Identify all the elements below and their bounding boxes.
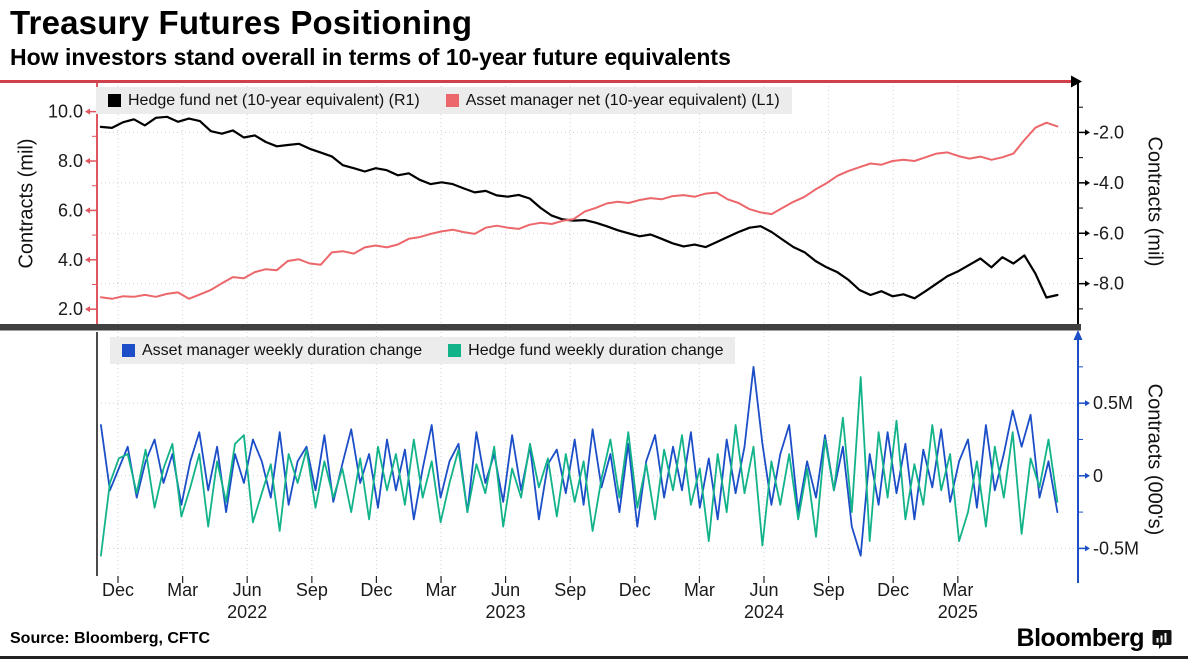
x-axis-month-label: Mar — [167, 580, 199, 600]
axis-tick-label: -4.0 — [1093, 173, 1124, 193]
series-asset-manager-net-10-year-equivalent- — [99, 121, 1059, 300]
legend-label: Asset manager net (10-year equivalent) (… — [465, 91, 780, 109]
x-axis-month-label: Mar — [683, 580, 715, 600]
x-axis-month-label: Jun — [232, 580, 262, 600]
axis-tick-arrow-icon — [1085, 129, 1090, 136]
x-axis-year-label: 2022 — [227, 602, 268, 622]
axis-tick-arrow-icon — [1085, 280, 1090, 287]
page-title: Treasury Futures Positioning — [10, 4, 473, 41]
legend-label: Asset manager weekly duration change — [142, 341, 423, 359]
right-axis-title-bottom: Contracts (000's) — [1143, 383, 1166, 536]
asset-manager-weekly-swatch-icon — [122, 344, 135, 357]
axis-tick-label: 8.0 — [58, 151, 83, 171]
axis-tick-label: 4.0 — [58, 250, 83, 270]
bottom-axis-arrow-icon — [1073, 330, 1083, 340]
x-axis-month-label: Mar — [942, 580, 974, 600]
axis-tick-label: -8.0 — [1093, 274, 1124, 294]
legend-item-hedge-fund-weekly[interactable]: Hedge fund weekly duration change — [448, 342, 723, 360]
hedge-fund-net-swatch-icon — [108, 94, 121, 107]
axis-tick-arrow-icon — [85, 256, 90, 263]
page-bottom-rule — [0, 656, 1188, 659]
x-axis-month-label: Mar — [425, 580, 457, 600]
x-axis-month-label: Jun — [749, 580, 779, 600]
axis-tick-arrow-icon — [85, 207, 90, 214]
legend-item-hedge-fund-net[interactable]: Hedge fund net (10-year equivalent) (R1) — [108, 92, 420, 110]
x-axis-month-label: Sep — [554, 580, 587, 600]
axis-tick-label: 0 — [1093, 466, 1103, 486]
x-axis-year-label: 2023 — [485, 602, 526, 622]
legend-bottom: Asset manager weekly duration change Hed… — [110, 337, 736, 364]
axis-tick-arrow-icon — [1085, 230, 1090, 237]
axis-tick-arrow-icon — [1085, 545, 1090, 552]
x-axis-month-label: Dec — [618, 580, 651, 600]
x-axis-year-label: 2024 — [743, 602, 784, 622]
legend-label: Hedge fund net (10-year equivalent) (R1) — [128, 91, 420, 109]
series-hedge-fund-weekly-duration-change — [100, 376, 1059, 557]
panel-separator — [0, 324, 1081, 331]
bloomberg-terminal-icon — [1152, 629, 1172, 649]
right-axis-title-top: Contracts (mil) — [1143, 136, 1166, 267]
x-axis-month-label: Dec — [101, 580, 134, 600]
axis-tick-label: -0.5M — [1093, 538, 1139, 558]
legend-item-asset-manager-weekly[interactable]: Asset manager weekly duration change — [122, 342, 422, 360]
x-axis-year-labels: 2022 2023 2024 2025 — [0, 602, 1188, 624]
x-axis-month-label: Dec — [360, 580, 393, 600]
axis-tick-label: 0.5M — [1093, 393, 1133, 413]
x-axis-month-label: Sep — [295, 580, 328, 600]
legend-item-asset-manager-net[interactable]: Asset manager net (10-year equivalent) (… — [445, 91, 780, 110]
asset-manager-net-swatch-icon — [445, 94, 459, 107]
axis-tick-arrow-icon — [1085, 472, 1090, 479]
axis-tick-label: 10.0 — [48, 102, 83, 122]
bloomberg-wordmark: Bloomberg — [1016, 624, 1145, 652]
legend-label: Hedge fund weekly duration change — [468, 341, 724, 359]
axis-tick-arrow-icon — [85, 158, 90, 165]
source-note: Source: Bloomberg, CFTC — [10, 630, 211, 647]
axis-tick-arrow-icon — [85, 108, 90, 115]
hedge-fund-weekly-swatch-icon — [448, 344, 462, 357]
axis-tick-label: -6.0 — [1093, 223, 1124, 243]
axis-tick-label: 2.0 — [58, 299, 83, 319]
x-axis-month-label: Jun — [491, 580, 521, 600]
top-axis-arrow-icon — [1071, 75, 1082, 88]
brand: Bloomberg — [1017, 624, 1172, 653]
axis-tick-label: -2.0 — [1093, 122, 1124, 142]
axis-tick-arrow-icon — [1085, 400, 1090, 407]
legend-top: Hedge fund net (10-year equivalent) (R1)… — [96, 87, 792, 114]
series-asset-manager-weekly-duration-change — [100, 365, 1059, 557]
axis-tick-arrow-icon — [85, 306, 90, 313]
page-subtitle: How investors stand overall in terms of … — [10, 44, 731, 70]
x-axis-month-labels: Dec Mar Jun Sep Dec Mar Jun Sep Dec Mar Jun Sep Dec M… — [0, 580, 1188, 602]
axis-tick-label: 6.0 — [58, 200, 83, 220]
top-border-line — [0, 80, 1078, 83]
x-axis-year-label: 2025 — [937, 602, 978, 622]
x-axis-month-label: Dec — [877, 580, 910, 600]
axis-tick-arrow-icon — [1085, 179, 1090, 186]
series-hedge-fund-net-10-year-equivalent- — [99, 115, 1059, 300]
x-axis-month-label: Sep — [812, 580, 845, 600]
left-axis-title-top: Contracts (mil) — [15, 138, 38, 269]
